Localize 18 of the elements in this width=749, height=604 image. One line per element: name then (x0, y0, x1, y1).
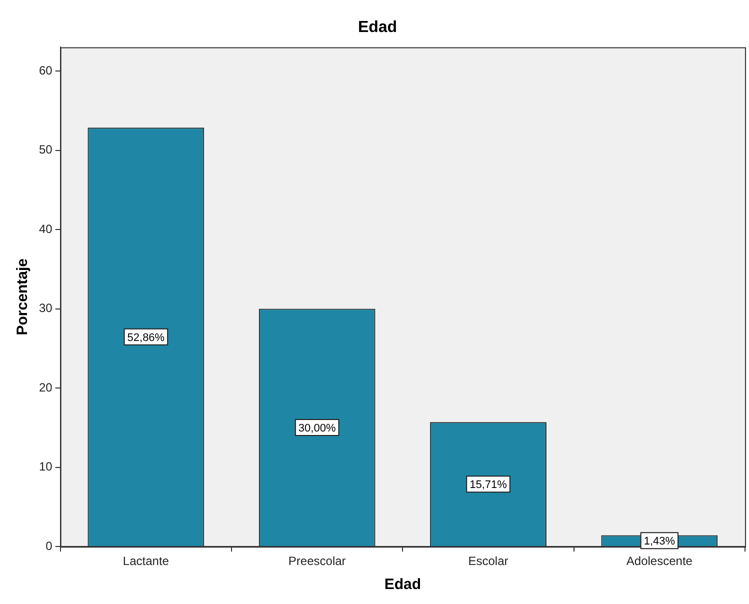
y-axis-title: Porcentaje (14, 258, 32, 336)
chart-title: Edad (358, 19, 398, 36)
data-label: 52,86% (127, 332, 165, 344)
y-tick-label: 50 (38, 142, 53, 157)
y-tick-label: 10 (38, 460, 53, 474)
data-label: 15,71% (470, 479, 508, 492)
x-axis-title: Edad (384, 576, 422, 594)
y-tick-label: 30 (38, 301, 53, 316)
x-tick-label: Escolar (468, 554, 508, 568)
data-label: 1,43% (644, 536, 676, 548)
x-tick-label: Preescolar (288, 554, 346, 568)
data-label: 30,00% (298, 422, 336, 434)
y-tick-label: 20 (38, 380, 53, 394)
y-tick-label: 40 (38, 222, 53, 236)
y-tick-label: 60 (38, 63, 53, 78)
x-tick-label: Lactante (122, 554, 170, 568)
x-tick-label: Adolescente (626, 554, 693, 568)
y-tick-label: 0 (46, 538, 53, 553)
